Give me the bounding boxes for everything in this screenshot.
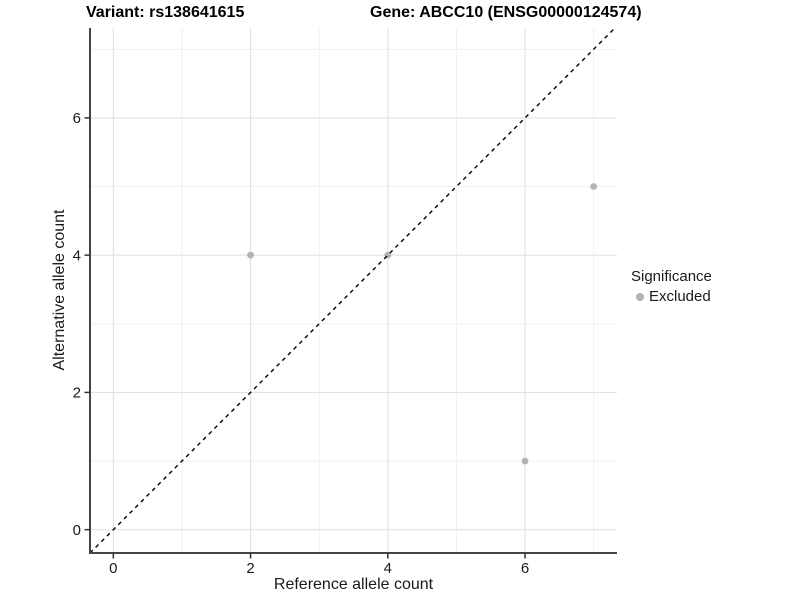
y-tick-label: 2 [73,385,81,402]
identity-line-path [89,27,616,554]
legend-entry-excluded: Excluded [631,288,712,305]
y-tick-label: 6 [73,110,81,127]
data-point-2-4 [247,251,254,259]
y-tick-label: 0 [73,522,81,539]
data-point-6-1 [521,457,529,465]
axis-tick-labels: 0 2 4 6 0 2 4 6 [73,110,530,577]
legend-title: Significance [631,268,712,285]
y-tick-label: 4 [73,247,81,264]
y-axis-title: Alternative allele count [51,209,68,371]
axis-lines [89,28,617,554]
axis-tick-marks [84,117,526,559]
x-tick-label: 0 [109,560,117,577]
plot-title-gene: Gene: ABCC10 (ENSG00000124574) [370,4,642,21]
legend: Significance Excluded [631,268,712,305]
data-point-7-5 [590,183,598,190]
major-gridlines [90,28,617,553]
x-tick-label: 4 [384,560,392,577]
identity-line [89,27,616,554]
legend-point-icon [636,292,644,301]
x-tick-label: 6 [521,560,529,577]
plot-title-variant: Variant: rs138641615 [86,4,245,21]
data-points [247,183,598,465]
x-tick-label: 2 [246,560,254,577]
minor-gridlines [90,28,617,553]
x-axis-title: Reference allele count [273,576,434,593]
legend-entry-label: Excluded [649,288,711,305]
